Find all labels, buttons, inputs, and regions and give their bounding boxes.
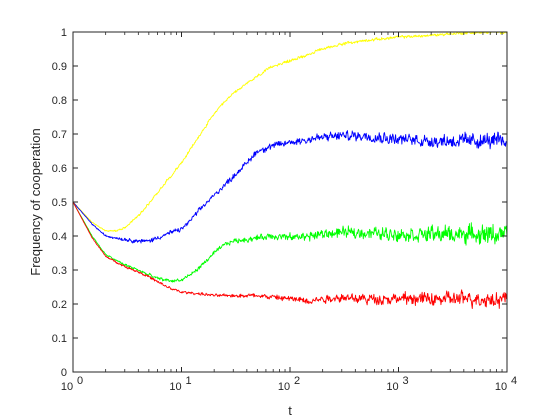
x-axis-label: t	[288, 403, 292, 418]
x-tick-label: 10 4	[495, 375, 517, 393]
y-tick-label: 0.9	[52, 61, 67, 73]
x-tick-label-base: 10	[169, 381, 181, 393]
x-tick-label-exponent: 0	[77, 375, 83, 387]
x-tick-label-exponent: 3	[403, 375, 409, 387]
y-tick-label: 0.2	[52, 299, 67, 311]
x-tick-label-exponent: 1	[186, 375, 192, 387]
x-tick-label-exponent: 4	[511, 375, 517, 387]
y-tick-label: 0.7	[52, 129, 67, 141]
series-line-3	[72, 201, 508, 283]
y-tick-label: 0.5	[52, 197, 67, 209]
x-tick-label-exponent: 2	[294, 375, 300, 387]
y-tick-label: 0.8	[52, 95, 67, 107]
plot-area	[73, 32, 507, 372]
y-tick-label: 1	[61, 27, 67, 39]
x-tick-label: 10 3	[386, 375, 408, 393]
x-tick-label: 10 2	[278, 375, 300, 393]
x-tick-label: 10 1	[169, 375, 191, 393]
y-tick-label: 0.4	[52, 231, 67, 243]
x-tick-label-base: 10	[61, 381, 73, 393]
y-tick-label: 0.6	[52, 163, 67, 175]
series-line-4	[72, 201, 508, 309]
y-axis-label: Frequency of cooperation	[28, 128, 43, 275]
x-axis-ticks: 10 0 10 1 10 2 10 3 10 4	[61, 32, 517, 393]
y-tick-label: 0	[61, 367, 67, 379]
x-tick-label-base: 10	[386, 381, 398, 393]
y-axis-ticks: 0 0.1 0.2 0.3 0.4 0.5 0.6 0.7 0.8 0.9 1	[52, 27, 507, 379]
y-tick-label: 0.1	[52, 333, 67, 345]
series-line-2	[72, 130, 508, 244]
y-tick-label: 0.3	[52, 265, 67, 277]
series-line-1	[72, 31, 508, 232]
x-tick-label-base: 10	[278, 381, 290, 393]
x-tick-label-base: 10	[495, 381, 507, 393]
x-tick-label: 10 0	[61, 375, 83, 393]
series-layer	[72, 31, 508, 309]
